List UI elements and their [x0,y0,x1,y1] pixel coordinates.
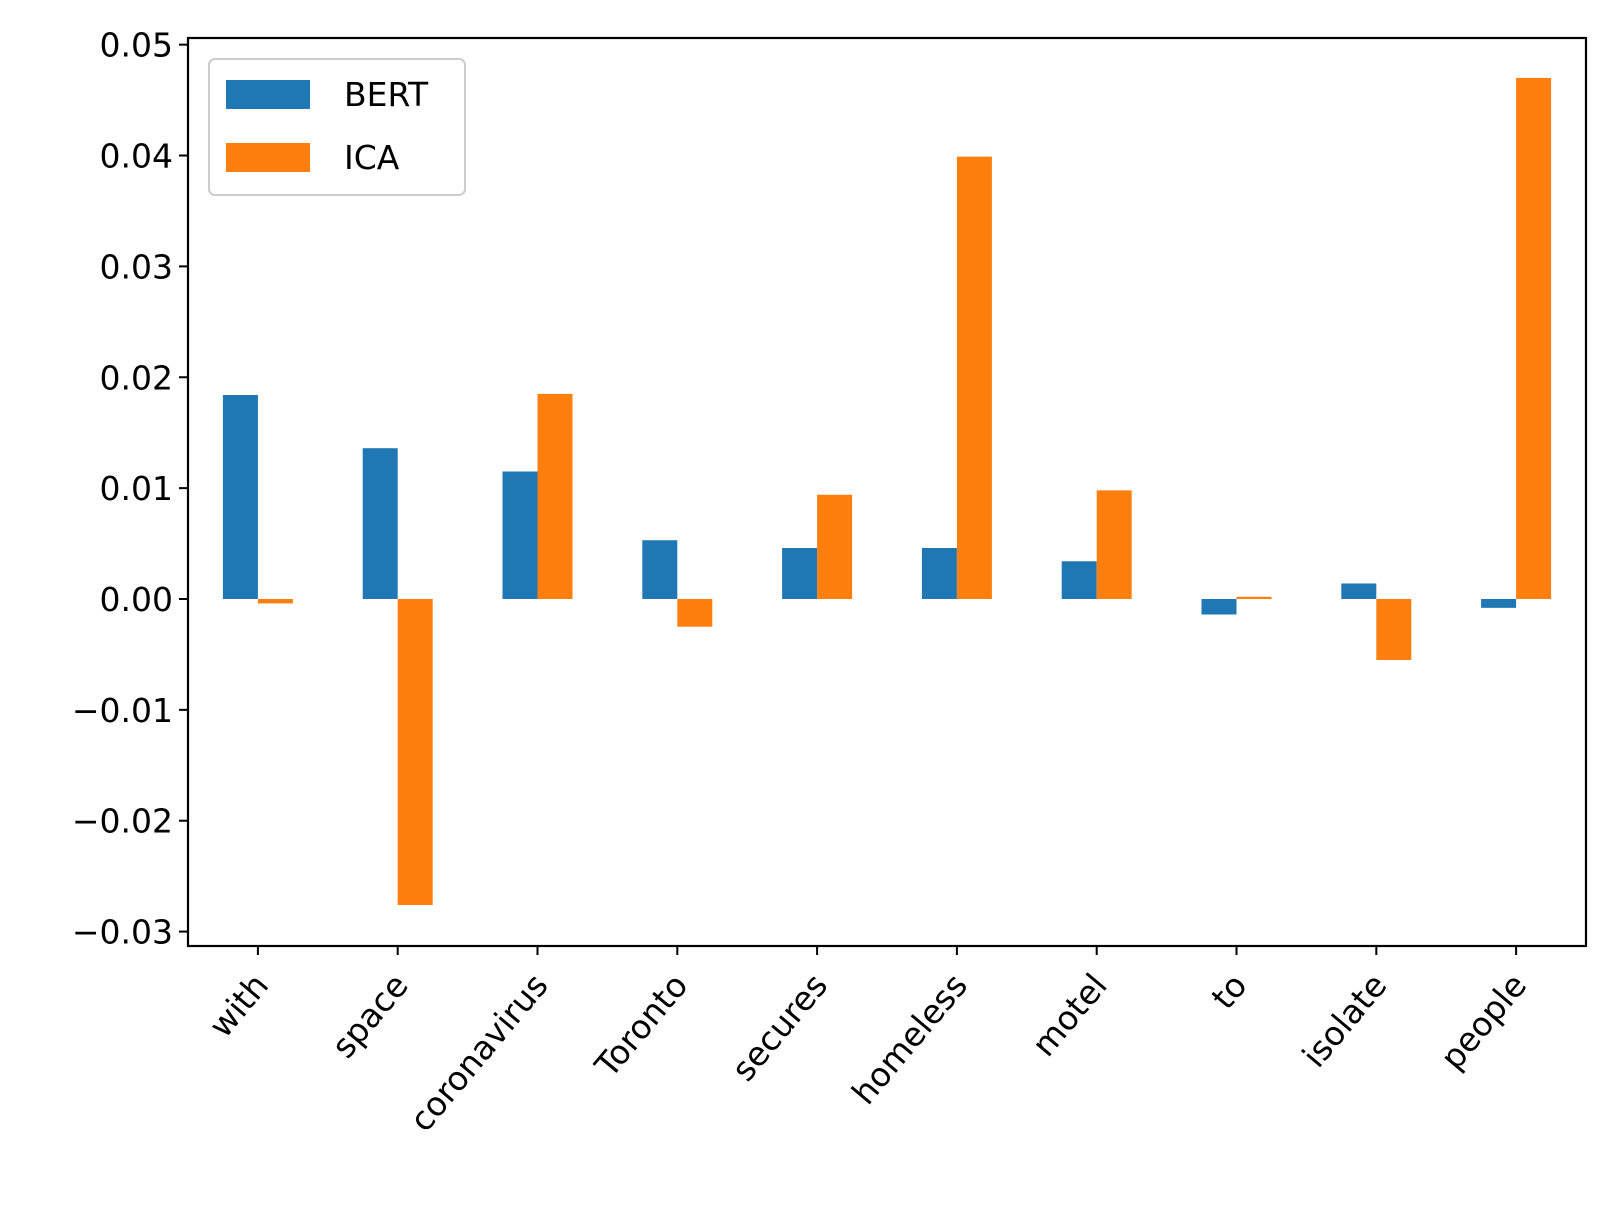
bar-bert-secures [782,547,818,599]
bar-ica-with [257,598,293,604]
bar-ica-toronto [677,598,713,627]
y-tick-label: 0.02 [100,358,173,397]
y-tick-label: −0.01 [72,691,173,730]
y-tick-label: 0.04 [100,137,173,176]
y-tick-label: 0.00 [100,580,173,619]
y-axis: 0.05 0.04 0.03 0.02 0.01 0.00 −0.01 −0.02 −0.03 [72,26,188,952]
plot-frame [186,36,1588,948]
bars-group [222,77,1552,905]
bar-ica-to [1236,596,1272,599]
bar-ica-motel [1096,490,1132,599]
bar-bert-with [222,394,258,599]
bar-ica-coronavirus [537,393,573,599]
bar-bert-motel [1061,561,1097,599]
bar-bert-homeless [921,547,957,599]
y-tick-label: 0.05 [100,26,173,65]
bar-ica-space [397,598,433,905]
bar-ica-isolate [1376,598,1412,660]
y-tick-label: −0.02 [72,802,173,841]
bar-bert-to [1201,598,1237,615]
legend-label-ica: ICA [344,138,400,177]
y-tick-label: 0.01 [100,469,173,508]
bar-bert-coronavirus [502,471,538,599]
bar-bert-space [362,448,398,599]
bar-ica-homeless [956,156,992,599]
bar-bert-people [1481,598,1517,608]
legend: BERT ICA [208,58,466,196]
bar-ica-people [1516,77,1552,599]
y-tick-label: 0.03 [100,247,173,286]
legend-label-bert: BERT [344,75,429,114]
legend-swatch-ica [226,143,310,172]
legend-swatch-bert [226,80,310,109]
y-tick-label: −0.03 [72,913,173,952]
bar-ica-secures [817,494,853,599]
bar-bert-isolate [1341,583,1377,599]
bar-bert-toronto [642,540,678,599]
